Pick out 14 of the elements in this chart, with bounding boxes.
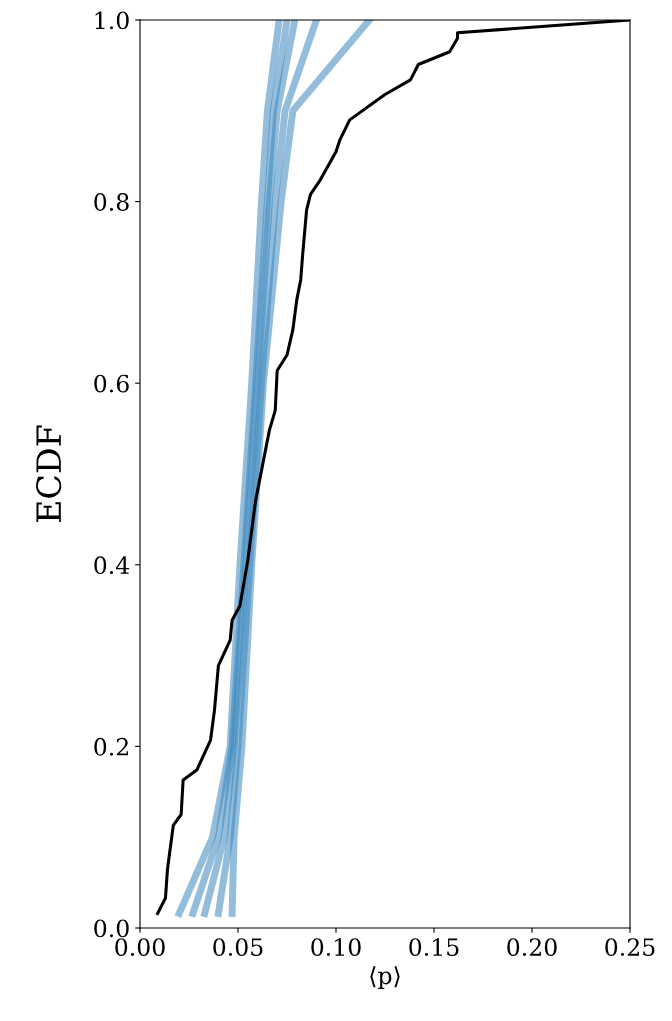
x-tick-label: 0.20 bbox=[507, 938, 557, 956]
y-tick-label: 0.8 bbox=[94, 193, 129, 211]
x-axis-title: ⟨p⟩ bbox=[370, 966, 400, 989]
x-tick-label: 0.00 bbox=[115, 938, 165, 956]
x-tick-label: 0.15 bbox=[409, 938, 459, 956]
x-tick-label: 0.10 bbox=[311, 938, 361, 956]
y-tick-label: 0.0 bbox=[94, 919, 129, 938]
y-tick-label: 1.0 bbox=[95, 11, 129, 30]
y-tick-label: 0.4 bbox=[94, 556, 130, 575]
y-axis-title: ECDF bbox=[36, 425, 62, 523]
y-tick-label: 0.6 bbox=[94, 374, 129, 393]
x-tick-label: 0.25 bbox=[605, 938, 655, 956]
y-tick-label: 0.2 bbox=[94, 737, 128, 756]
x-tick-label: 0.05 bbox=[213, 938, 263, 956]
